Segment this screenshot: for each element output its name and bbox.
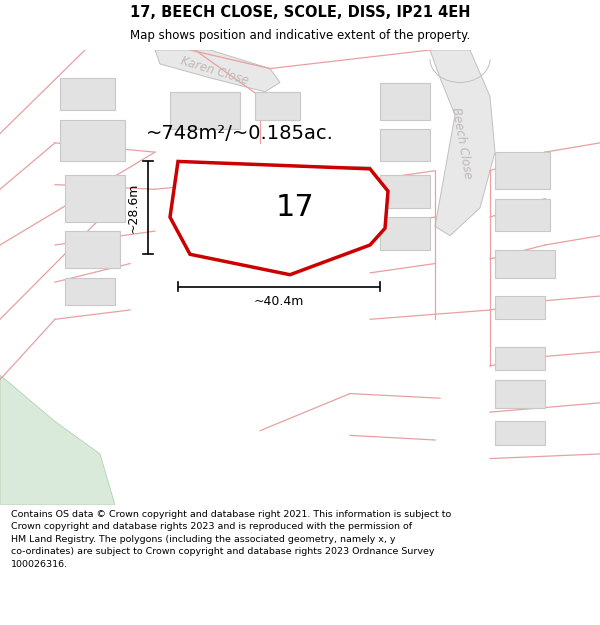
Polygon shape [60,78,115,111]
Polygon shape [60,119,125,161]
Text: ~40.4m: ~40.4m [254,295,304,308]
Polygon shape [495,199,550,231]
Polygon shape [495,379,545,408]
Polygon shape [275,166,370,226]
Polygon shape [65,231,120,268]
Polygon shape [495,249,555,278]
Text: 17, BEECH CLOSE, SCOLE, DISS, IP21 4EH: 17, BEECH CLOSE, SCOLE, DISS, IP21 4EH [130,5,470,20]
Text: Karen Close: Karen Close [179,54,250,87]
Text: 17: 17 [275,193,314,222]
Polygon shape [65,278,115,306]
Polygon shape [155,50,280,92]
Polygon shape [0,375,115,505]
Polygon shape [495,152,550,189]
Polygon shape [495,347,545,371]
Text: Beech Close: Beech Close [449,106,475,179]
Polygon shape [255,92,300,119]
Polygon shape [495,296,545,319]
Polygon shape [380,217,430,249]
Text: Map shows position and indicative extent of the property.: Map shows position and indicative extent… [130,29,470,42]
Polygon shape [430,50,495,236]
Polygon shape [380,82,430,119]
Text: ~748m²/~0.185ac.: ~748m²/~0.185ac. [146,124,334,143]
Polygon shape [495,421,545,444]
Polygon shape [170,92,240,129]
Polygon shape [65,176,125,222]
Polygon shape [380,129,430,161]
Text: ~28.6m: ~28.6m [127,182,139,233]
Text: Contains OS data © Crown copyright and database right 2021. This information is : Contains OS data © Crown copyright and d… [11,510,451,569]
Polygon shape [380,176,430,208]
Polygon shape [170,161,388,275]
